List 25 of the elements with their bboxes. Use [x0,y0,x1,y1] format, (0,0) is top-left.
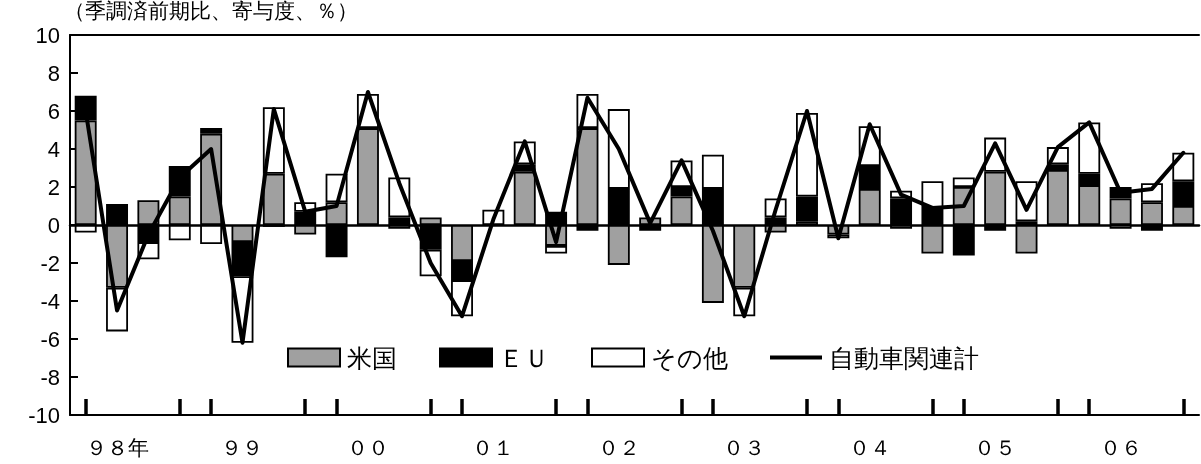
x-tick-label: ０２ [597,436,640,459]
y-axis-title: （季調済前期比、寄与度、％） [64,0,358,22]
x-tick-label: ００ [346,436,389,459]
legend-label: 自動車関連計 [829,343,979,372]
y-tick-label: 0 [47,212,60,238]
legend-label: 米国 [347,343,397,372]
legend-label: ＥＵ [499,343,549,372]
y-tick-label: 6 [47,98,60,124]
y-tick-label: -6 [40,326,60,352]
y-tick-label: -10 [28,402,60,428]
y-tick-label: -2 [40,250,60,276]
x-tick-label: ０６ [1099,436,1142,459]
x-tick-label: ０３ [723,436,766,459]
y-tick-label: 4 [47,136,60,162]
x-tick-label: ０４ [848,436,891,459]
y-tick-label: 2 [47,174,60,200]
x-tick-label: ９８年 [85,436,149,459]
x-tick-label: ０５ [974,436,1017,459]
y-tick-label: 8 [47,60,60,86]
y-tick-label: 10 [35,22,60,48]
y-tick-label: -4 [40,288,60,314]
x-tick-label: ０１ [472,436,515,459]
legend-label: その他 [651,343,728,372]
y-tick-label: -8 [40,364,60,390]
x-tick-label: ９９ [221,436,264,459]
